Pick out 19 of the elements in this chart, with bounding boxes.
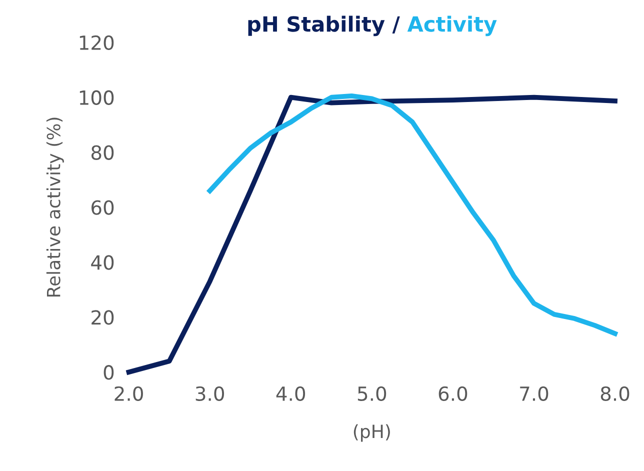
x-tick-label: 2.0 xyxy=(114,386,143,402)
y-tick-label: 100 xyxy=(80,90,114,106)
x-tick-label: 8.0 xyxy=(600,386,630,402)
y-axis-title: Relative activity (%) xyxy=(46,118,64,297)
y-tick-label: 20 xyxy=(92,310,114,325)
y-tick-label: 120 xyxy=(80,35,114,50)
line-series xyxy=(126,94,618,375)
x-tick-label: 7.0 xyxy=(520,386,548,402)
y-tick-label: 40 xyxy=(91,255,114,270)
y-tick-label: 60 xyxy=(92,200,114,215)
x-axis-title: (pH) xyxy=(354,424,390,442)
line-series xyxy=(207,94,618,336)
y-tick-label: 0 xyxy=(104,365,114,380)
x-tick-label: 6.0 xyxy=(438,386,468,402)
chart-title: pH Stability / Activity xyxy=(248,16,497,36)
x-tick-label: 5.0 xyxy=(358,386,386,402)
x-tick-label: 4.0 xyxy=(276,386,306,402)
x-tick-label: 3.0 xyxy=(196,386,224,402)
y-tick-label: 80 xyxy=(91,145,114,160)
